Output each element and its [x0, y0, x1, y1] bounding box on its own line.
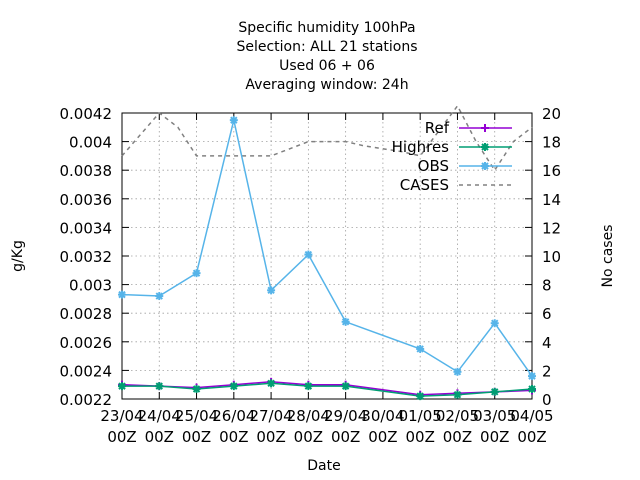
y-tick-label: 0.0024	[60, 362, 113, 380]
x-tick-label-date: 23/04	[100, 407, 143, 425]
y-axis: 0.0022 0.0024 0.0026 0.0028 0.003 0.0032 0.003…	[60, 105, 129, 409]
data-point	[490, 319, 499, 328]
y2-tick-label: 6	[542, 305, 552, 323]
data-point	[453, 367, 462, 376]
y2-tick-label: 18	[542, 134, 561, 152]
y2-tick-label: 16	[542, 162, 561, 180]
x-tick-label-hour: 00Z	[256, 428, 285, 446]
series-line	[121, 104, 533, 172]
chart-title: Specific humidity 100hPa Selection: ALL 2…	[236, 20, 417, 93]
legend-label: Highres	[392, 138, 450, 156]
x-tick-label-hour: 00Z	[517, 428, 546, 446]
x-tick-label-date: 03/05	[473, 407, 516, 425]
legend-marker	[481, 124, 489, 132]
data-point	[118, 382, 126, 391]
y-tick-label: 0.0042	[60, 105, 113, 123]
data-point	[416, 344, 425, 353]
y-tick-label: 0.0028	[60, 305, 113, 323]
legend-marker	[481, 143, 489, 151]
x-tick-label-hour: 00Z	[107, 428, 136, 446]
data-point	[453, 390, 462, 399]
y2-tick-label: 4	[542, 334, 552, 352]
y2-tick-label: 10	[542, 248, 561, 266]
x-tick-label-date: 04/05	[510, 407, 553, 425]
y2-tick-label: 14	[542, 191, 561, 209]
data-point	[229, 116, 238, 125]
legend-marker	[481, 162, 489, 170]
y2-tick-label: 2	[542, 362, 552, 380]
data-point	[304, 382, 313, 391]
data-point	[192, 269, 201, 278]
data-point	[304, 250, 313, 259]
data-point	[528, 372, 536, 381]
y-tick-label: 0.0032	[60, 248, 113, 266]
title-line: Averaging window: 24h	[245, 77, 408, 93]
x-tick-label-hour: 00Z	[443, 428, 472, 446]
data-point	[341, 317, 350, 326]
plot-frame	[121, 112, 533, 400]
y2-tick-label: 12	[542, 219, 561, 237]
data-point	[229, 382, 238, 391]
x-tick-label-hour: 00Z	[219, 428, 248, 446]
x-tick-label-hour: 00Z	[405, 428, 434, 446]
data-point	[267, 286, 276, 295]
series	[118, 104, 536, 401]
legend-label: CASES	[400, 176, 449, 194]
x-tick-label-date: 01/05	[399, 407, 442, 425]
legend-label: Ref	[425, 119, 450, 137]
data-point	[155, 292, 164, 301]
y-tick-label: 0.004	[69, 134, 112, 152]
data-point	[267, 379, 276, 388]
y-tick-label: 0.0034	[60, 219, 113, 237]
x-tick-label-date: 29/04	[324, 407, 367, 425]
series-line	[121, 119, 533, 377]
series-cases	[121, 104, 533, 172]
data-point	[416, 392, 425, 401]
x-tick-label-date: 02/05	[436, 407, 479, 425]
x-tick-label-date: 25/04	[175, 407, 218, 425]
y-tick-label: 0.0022	[60, 391, 113, 409]
x-tick-label-hour: 00Z	[331, 428, 360, 446]
data-point	[118, 290, 126, 299]
y-tick-label: 0.003	[69, 277, 112, 295]
y-tick-label: 0.0036	[60, 191, 113, 209]
x-tick-label-hour: 00Z	[480, 428, 509, 446]
title-line: Selection: ALL 21 stations	[236, 39, 417, 55]
title-line: Used 06 + 06	[279, 58, 375, 74]
x-tick-label-hour: 00Z	[145, 428, 174, 446]
x-axis: 23/0400Z24/0400Z25/0400Z26/0400Z27/0400Z…	[100, 113, 554, 446]
y2-axis: 0 2 4 6 8 10 12 14 16 18 20	[525, 105, 561, 409]
data-point	[341, 382, 350, 391]
x-axis-label: Date	[307, 458, 340, 474]
y2-tick-label: 8	[542, 277, 552, 295]
data-point	[155, 382, 164, 391]
x-tick-label-hour: 00Z	[294, 428, 323, 446]
x-tick-label-date: 24/04	[138, 407, 181, 425]
series-obs	[118, 116, 536, 381]
x-tick-label-date: 30/04	[361, 407, 404, 425]
y-tick-label: 0.0038	[60, 162, 113, 180]
y-axis-label: g/Kg	[10, 240, 26, 272]
series-highres	[118, 379, 536, 401]
grid	[122, 113, 532, 399]
title-line: Specific humidity 100hPa	[238, 20, 415, 36]
x-tick-label-hour: 00Z	[368, 428, 397, 446]
y2-tick-label: 20	[542, 105, 561, 123]
y2-tick-label: 0	[542, 391, 552, 409]
data-point	[192, 384, 201, 393]
x-tick-label-hour: 00Z	[182, 428, 211, 446]
y2-axis-label: No cases	[600, 225, 616, 288]
x-tick-label-date: 27/04	[249, 407, 292, 425]
y-tick-label: 0.0026	[60, 334, 113, 352]
data-point	[528, 384, 536, 393]
x-tick-label-date: 28/04	[287, 407, 330, 425]
legend-label: OBS	[418, 157, 449, 175]
x-tick-label-date: 26/04	[212, 407, 255, 425]
data-point	[490, 387, 499, 396]
